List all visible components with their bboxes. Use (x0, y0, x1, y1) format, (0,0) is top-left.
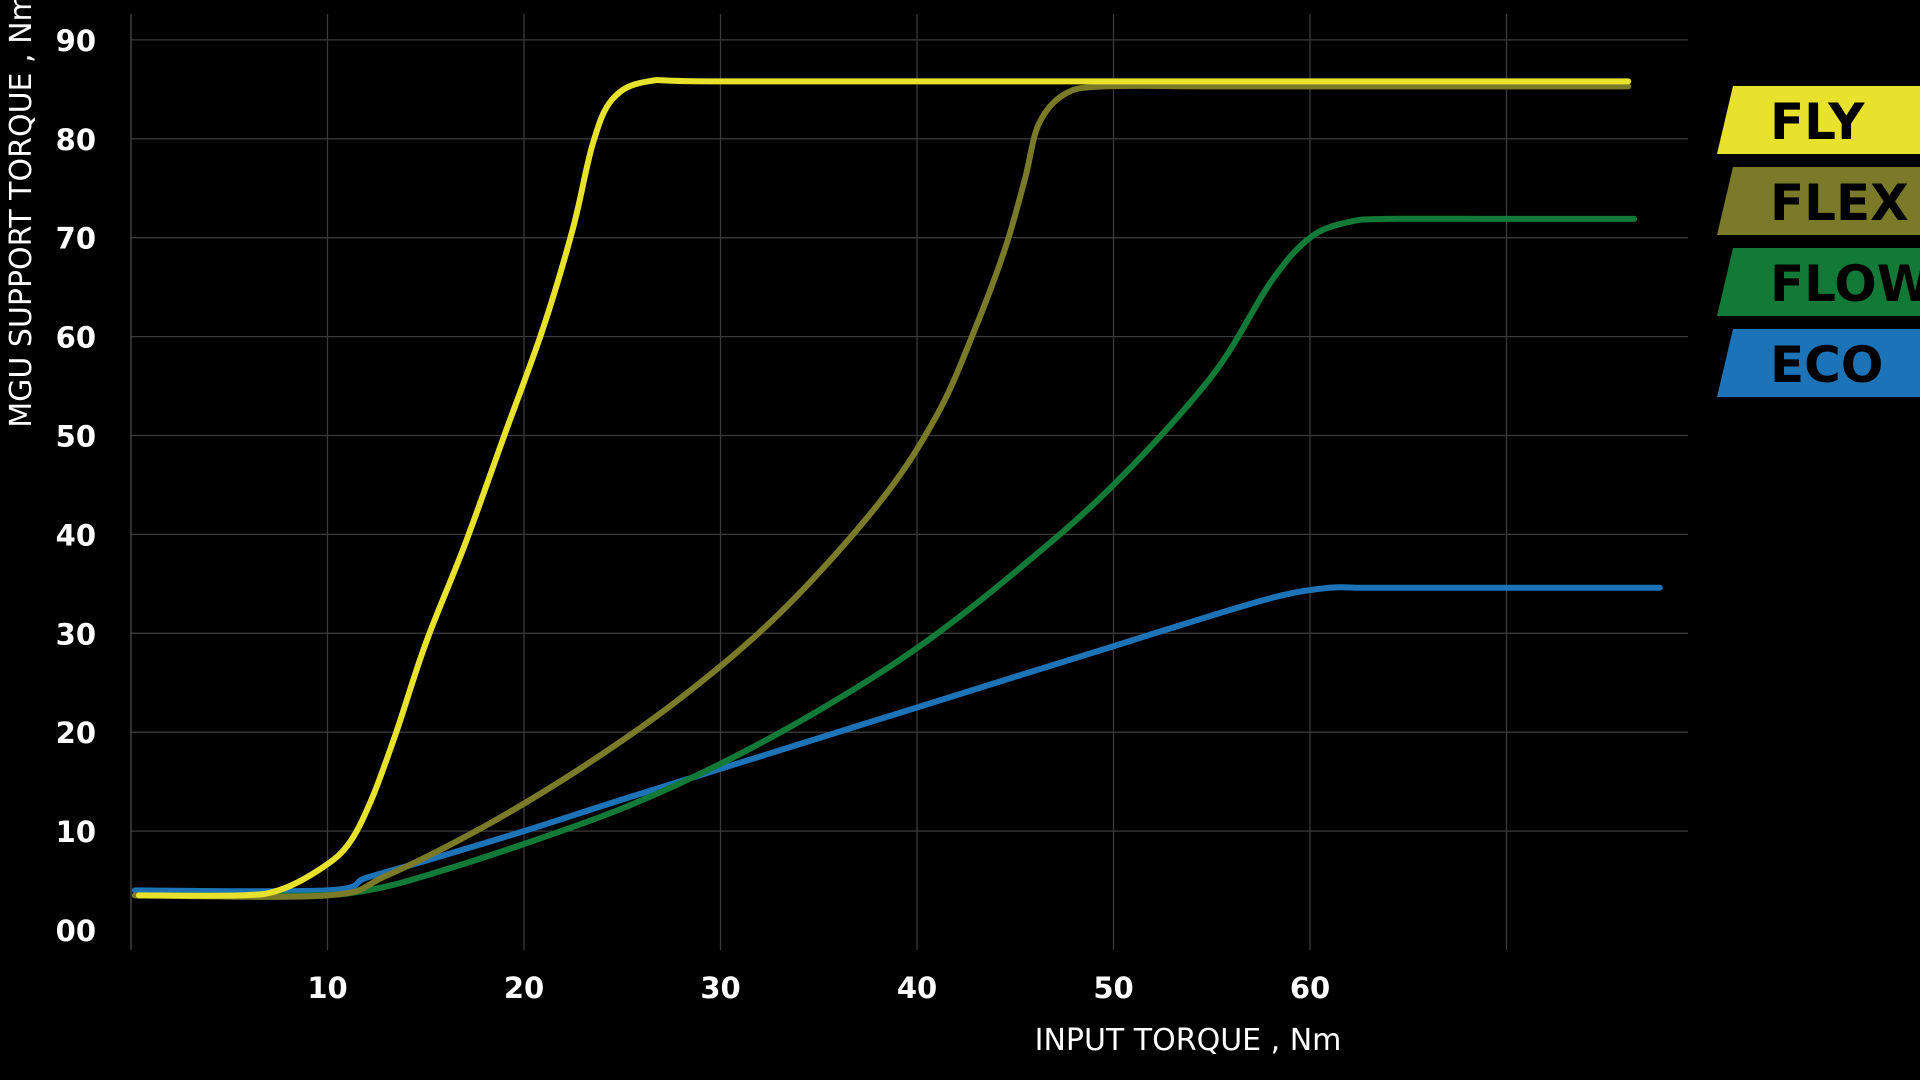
legend-swatch (1717, 329, 1920, 397)
y-tick-labels: 00 10 20 30 40 50 60 70 80 90 (56, 24, 96, 948)
y-tick-label: 50 (56, 420, 96, 454)
legend: FLY FLEX FLOW ECO (1717, 86, 1920, 397)
y-tick-label: 20 (56, 716, 96, 750)
y-tick-label: 40 (56, 518, 96, 552)
series-line-flow (131, 215, 1638, 899)
y-tick-label: 80 (56, 123, 96, 157)
y-tick-label: 30 (56, 617, 96, 651)
x-tick-label: 10 (307, 971, 347, 1005)
legend-swatch (1717, 167, 1920, 235)
legend-swatch (1717, 86, 1920, 154)
legend-label: FLOW (1770, 255, 1920, 313)
series-line-fly (135, 77, 1632, 899)
y-axis-title: MGU SUPPORT TORQUE , Nm (4, 0, 39, 428)
legend-item-flex: FLEX (1717, 167, 1920, 235)
y-tick-label: 10 (56, 815, 96, 849)
legend-label: FLEX (1770, 174, 1909, 232)
series-lines (131, 77, 1663, 900)
x-tick-label: 20 (504, 971, 544, 1005)
y-tick-label: 60 (56, 321, 96, 355)
x-axis-title: INPUT TORQUE , Nm (1035, 1023, 1342, 1058)
legend-item-fly: FLY (1717, 86, 1920, 154)
x-tick-label: 50 (1093, 971, 1133, 1005)
y-tick-label: 70 (56, 222, 96, 256)
legend-item-eco: ECO (1717, 329, 1920, 397)
x-tick-label: 40 (897, 971, 937, 1005)
x-tick-labels: 10 20 30 40 50 60 (307, 971, 1330, 1005)
legend-item-flow: FLOW (1717, 248, 1920, 316)
legend-label: ECO (1770, 336, 1883, 394)
y-tick-label: 90 (56, 24, 96, 58)
y-tick-label: 00 (56, 914, 96, 948)
x-tick-label: 30 (700, 971, 740, 1005)
series-line-flex (131, 82, 1632, 900)
legend-swatch (1717, 248, 1920, 316)
x-tick-label: 60 (1290, 971, 1330, 1005)
legend-label: FLY (1770, 93, 1865, 151)
